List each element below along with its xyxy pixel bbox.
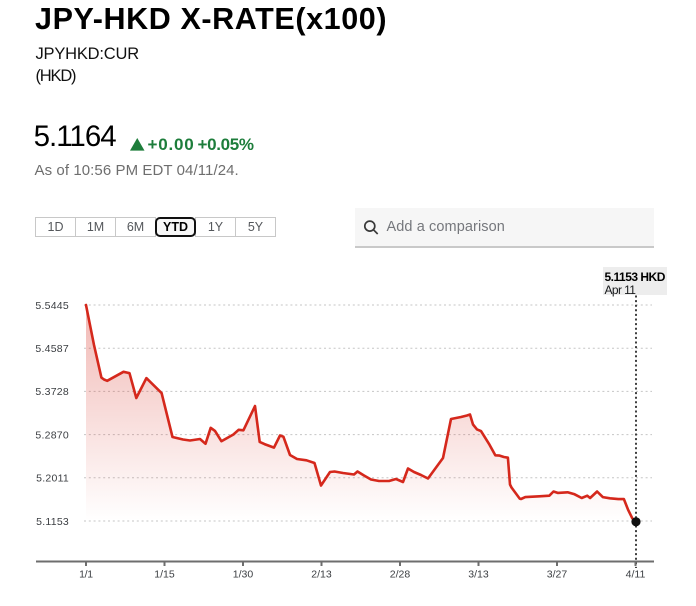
svg-text:5.1153: 5.1153 — [36, 516, 69, 528]
svg-text:1/30: 1/30 — [233, 569, 254, 581]
svg-text:3/27: 3/27 — [547, 569, 568, 581]
svg-text:5.2011: 5.2011 — [36, 473, 69, 485]
svg-text:3/13: 3/13 — [468, 569, 489, 581]
svg-text:5.2870: 5.2870 — [35, 429, 69, 441]
svg-text:2/28: 2/28 — [390, 569, 411, 581]
svg-text:5.3728: 5.3728 — [35, 386, 69, 398]
svg-text:4/11: 4/11 — [626, 569, 646, 581]
svg-text:5.4587: 5.4587 — [35, 343, 69, 355]
svg-text:1/1: 1/1 — [79, 569, 93, 581]
svg-text:5.5445: 5.5445 — [35, 300, 69, 312]
svg-text:2/13: 2/13 — [311, 569, 332, 581]
svg-text:1/15: 1/15 — [154, 569, 175, 581]
